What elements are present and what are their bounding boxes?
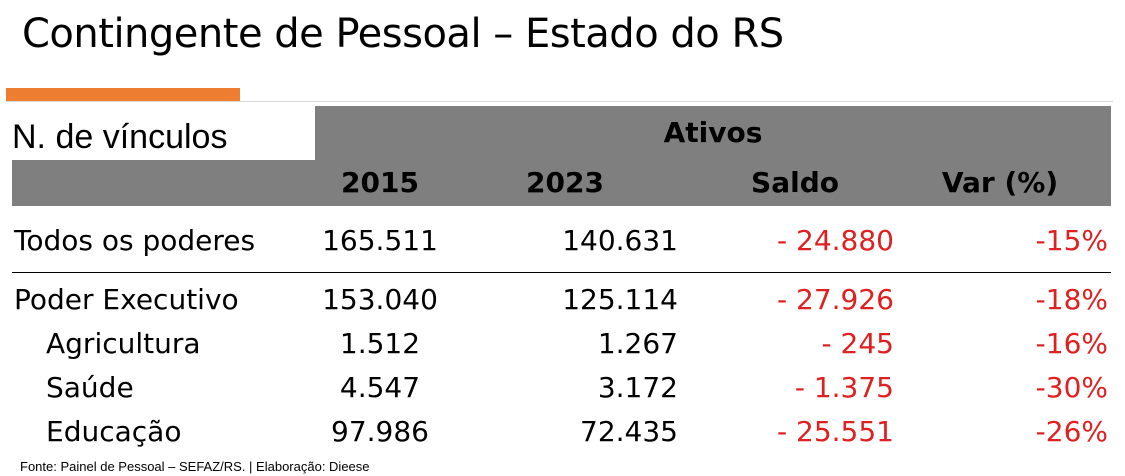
header-band-bottom	[12, 160, 1111, 206]
row-label: Saúde	[46, 371, 134, 404]
row-label-header: N. de vínculos	[12, 118, 228, 156]
cell-var: -16%	[1035, 327, 1108, 360]
cell-2023: 125.114	[562, 283, 678, 316]
title-rule	[6, 101, 1113, 102]
table-row: Saúde 4.547 3.172 - 1.375 -30%	[0, 366, 1125, 410]
column-header-2023: 2023	[526, 166, 604, 199]
table-row: Todos os poderes 165.511 140.631 - 24.88…	[0, 219, 1125, 263]
cell-var: -18%	[1035, 283, 1108, 316]
row-label: Todos os poderes	[14, 224, 256, 257]
cell-saldo: - 24.880	[777, 224, 894, 257]
cell-var: -30%	[1035, 371, 1108, 404]
slide-title: Contingente de Pessoal – Estado do RS	[22, 11, 784, 57]
row-label: Poder Executivo	[14, 283, 239, 316]
cell-saldo: - 25.551	[777, 415, 894, 448]
cell-2015: 153.040	[322, 283, 438, 316]
cell-2023: 140.631	[562, 224, 678, 257]
row-label: Agricultura	[46, 327, 201, 360]
table-row: Educação 97.986 72.435 - 25.551 -26%	[0, 410, 1125, 454]
cell-saldo: - 1.375	[794, 371, 894, 404]
row-label: Educação	[46, 415, 182, 448]
cell-var: -26%	[1035, 415, 1108, 448]
cell-2015: 1.512	[339, 327, 421, 360]
source-note: Fonte: Painel de Pessoal – SEFAZ/RS. | E…	[20, 459, 370, 474]
cell-2023: 3.172	[597, 371, 678, 404]
column-header-saldo: Saldo	[751, 166, 839, 199]
cell-2023: 1.267	[597, 327, 678, 360]
table-row: Agricultura 1.512 1.267 - 245 -16%	[0, 322, 1125, 366]
cell-2015: 165.511	[322, 224, 438, 257]
accent-bar	[6, 88, 240, 102]
column-header-var: Var (%)	[941, 166, 1059, 199]
row-separator	[12, 272, 1111, 273]
header-band-top	[315, 106, 1111, 160]
column-header-2015: 2015	[341, 166, 419, 199]
cell-saldo: - 245	[821, 327, 894, 360]
cell-2023: 72.435	[580, 415, 678, 448]
cell-saldo: - 27.926	[777, 283, 894, 316]
cell-var: -15%	[1035, 224, 1108, 257]
cell-2015: 4.547	[339, 371, 421, 404]
group-header-ativos: Ativos	[663, 116, 763, 149]
table-row: Poder Executivo 153.040 125.114 - 27.926…	[0, 278, 1125, 322]
cell-2015: 97.986	[331, 415, 429, 448]
